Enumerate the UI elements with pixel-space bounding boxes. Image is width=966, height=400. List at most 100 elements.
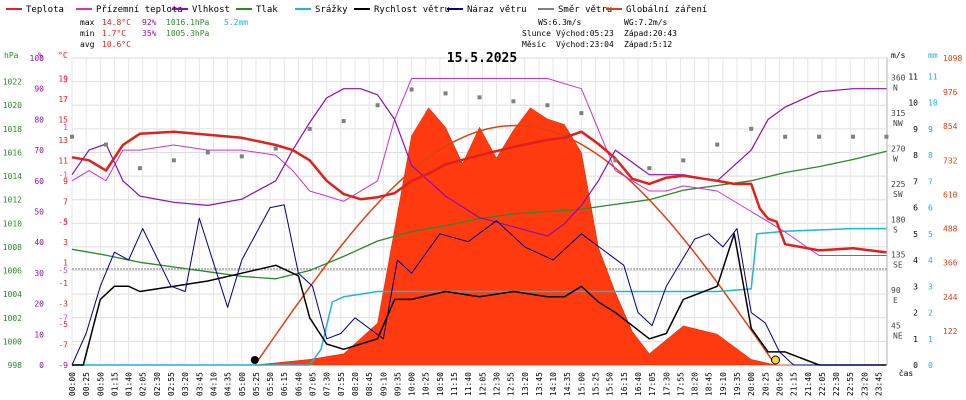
y-tick-humidity: 50 (34, 208, 44, 217)
x-tick-label: 07:05 (309, 372, 318, 396)
legend-label: Tlak (256, 5, 278, 15)
x-tick-label: 15:00 (577, 372, 586, 396)
wind-direction-point (579, 111, 584, 116)
y-tick-ground-temperature: 1 (63, 123, 68, 132)
y-tick-temperature: 7 (63, 197, 68, 206)
wind-direction-point (409, 87, 414, 92)
legend: Teplota Přízemní teplota Vlhkost Tlak Srážky… (6, 5, 707, 15)
x-tick-label: 12:05 (478, 372, 487, 396)
x-tick-label: 09:35 (393, 372, 402, 396)
x-tick-label: 01:40 (125, 372, 134, 396)
wind-direction-point (884, 134, 889, 139)
y-tick-temperature: 5 (63, 218, 68, 227)
y-tick-rain: 7 (928, 177, 933, 186)
x-tick-label: 12:30 (492, 372, 501, 396)
y-tick-wind: 3 (913, 282, 918, 291)
y-tick-direction-label: E (893, 296, 898, 305)
y-tick-rain: 3 (928, 282, 933, 291)
y-tick-radiation: 1098 (943, 54, 962, 63)
y-tick-wind: 5 (913, 230, 918, 239)
y-tick-temperature: -5 (58, 320, 68, 329)
x-tick-label: 17:55 (676, 372, 685, 396)
y-tick-temperature: 9 (63, 177, 68, 186)
x-tick-label: 20:00 (747, 372, 756, 396)
y-tick-wind: 7 (913, 177, 918, 186)
y-tick-rain: 6 (928, 204, 933, 213)
stats-label: avg (80, 40, 95, 49)
info-moon: Měsíc (522, 40, 546, 49)
y-tick-radiation: 610 (943, 190, 958, 199)
wind-direction-point (851, 134, 856, 139)
y-tick-ground-temperature: -1 (58, 171, 68, 180)
y-tick-rain: 4 (928, 256, 933, 265)
x-tick-label: 09:10 (379, 372, 388, 396)
y-tick-rain: 8 (928, 151, 933, 160)
stat-value: 1016.1hPa (166, 18, 210, 27)
x-tick-label: 08:20 (351, 372, 360, 396)
y-tick-wind: 6 (913, 204, 918, 213)
y-tick-pressure: 1006 (3, 267, 22, 276)
y-tick-ground-temperature: -3 (58, 218, 68, 227)
sunrise-marker (250, 356, 259, 364)
y-tick-rain: 0 (928, 361, 933, 370)
wind-direction-point (511, 99, 516, 104)
wind-direction-point (239, 154, 244, 159)
y-tick-wind: 8 (913, 151, 918, 160)
axis-unit-hpa: hPa (4, 51, 19, 60)
y-tick-temperature: -7 (58, 341, 68, 350)
stats-block: max 14.8°C 92% 1016.1hPa 5.2mm min 1.7°C 35% 100… (80, 18, 677, 49)
x-tick-label: 07:30 (323, 372, 332, 396)
legend-label: Přízemní teplota (96, 5, 183, 15)
y-tick-temperature: 13 (58, 136, 68, 145)
y-tick-wind: 10 (908, 99, 918, 108)
info-sunset: Západ:20:43 (624, 29, 677, 38)
x-tick-label: 18:45 (705, 372, 714, 396)
theoretical-radiation-curve (254, 124, 777, 366)
stat-value: 1005.3hPa (166, 29, 210, 38)
x-tick-label: 05:00 (238, 372, 247, 396)
stat-value: 5.2mm (224, 18, 248, 27)
y-tick-wind: 4 (913, 256, 918, 265)
y-tick-humidity: 70 (34, 146, 44, 155)
axis-unit-ms: m/s (891, 51, 906, 60)
info-wg: WG:7.2m/s (624, 18, 668, 27)
y-tick-direction-label: NW (893, 119, 903, 128)
wind-direction-point (205, 150, 210, 155)
x-tick-label: 15:50 (606, 372, 615, 396)
y-tick-rain: 9 (928, 125, 933, 134)
y-tick-pressure: 998 (8, 361, 23, 370)
y-tick-direction: 225 (891, 180, 906, 189)
wind-direction-point (375, 103, 380, 108)
x-tick-label: 06:15 (280, 372, 289, 396)
x-tick-label: 11:15 (450, 372, 459, 396)
y-tick-direction: 315 (891, 109, 906, 118)
x-tick-label: 01:15 (110, 372, 119, 396)
chart-title: 15.5.2025 (447, 51, 517, 66)
wind-direction-point (307, 126, 312, 131)
x-tick-label: 23:45 (875, 372, 884, 396)
axes: hPa9981000100210041006100810101012101410… (3, 51, 963, 378)
wind-direction-point (137, 166, 142, 171)
info-ws: WS:6.3m/s (538, 18, 582, 27)
y-tick-humidity: 40 (34, 238, 44, 247)
y-tick-temperature: -9 (58, 361, 68, 370)
x-tick-label: 00:00 (68, 372, 77, 396)
y-tick-direction-label: S (893, 225, 898, 234)
y-tick-direction-label: SE (893, 261, 903, 270)
x-tick-label: 22:30 (832, 372, 841, 396)
y-tick-direction: 360 (891, 74, 906, 83)
x-tick-label: 13:20 (521, 372, 530, 396)
legend-label: Teplota (26, 5, 64, 15)
legend-label: Globální záření (626, 5, 707, 15)
x-tick-label: 06:40 (294, 372, 303, 396)
y-tick-pressure: 1010 (3, 219, 22, 228)
wind-direction-point (647, 166, 652, 171)
y-tick-rain: 10 (928, 99, 938, 108)
y-tick-rain: 5 (928, 230, 933, 239)
y-tick-direction-label: NE (893, 332, 903, 341)
legend-label: Vlhkost (192, 5, 230, 15)
legend-label: Náraz větru (467, 5, 527, 15)
wind-direction-point (103, 142, 108, 147)
legend-label: Směr větru (558, 5, 612, 15)
y-tick-temperature: 15 (58, 115, 68, 124)
